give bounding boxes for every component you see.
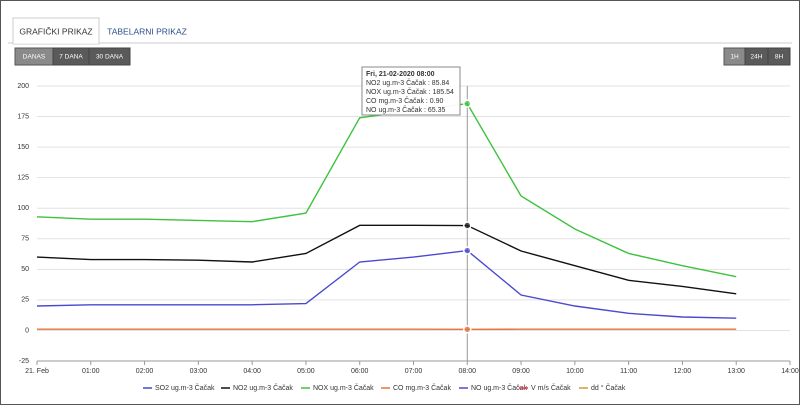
x-tick-label: 14:00	[781, 368, 799, 375]
y-tick-label: 175	[17, 113, 29, 120]
x-tick-label: 02:00	[136, 368, 154, 375]
legend-item[interactable]: dd ° Čačak	[579, 383, 626, 392]
interval-button-label[interactable]: 1H	[730, 54, 739, 61]
legend-item[interactable]: NO2 ug.m-3 Čačak	[221, 383, 293, 392]
legend-label: SO2 ug.m-3 Čačak	[155, 383, 215, 392]
tooltip-row: NO ug.m-3 Čačak : 65.35	[366, 105, 445, 114]
range-button[interactable]	[88, 47, 131, 66]
legend-label: NOX ug.m-3 Čačak	[313, 383, 374, 392]
legend-item[interactable]: CO mg.m-3 Čačak	[381, 383, 451, 392]
interval-button[interactable]	[767, 47, 791, 66]
legend-item[interactable]: SO2 ug.m-3 Čačak	[143, 383, 215, 392]
interval-button-label[interactable]: 8H	[775, 54, 784, 61]
x-tick-label: 08:00	[459, 368, 477, 375]
legend-item[interactable]: NOX ug.m-3 Čačak	[301, 383, 374, 392]
legend-label: dd ° Čačak	[591, 383, 626, 392]
tooltip-row: CO mg.m-3 Čačak : 0.90	[366, 96, 444, 105]
range-button-label[interactable]: 30 DANA	[96, 54, 124, 61]
legend-item[interactable]: V m/s Čačak	[519, 383, 571, 392]
tooltip-row: NO2 ug.m-3 Čačak : 85.84	[366, 78, 449, 87]
x-tick-label: 04:00	[243, 368, 261, 375]
plot: -25 0 25 50 75 100 125 150 175 200 21. Feb 01:00 02:…	[17, 83, 799, 375]
tab-label[interactable]: TABELARNI PRIKAZ	[107, 26, 187, 36]
x-tick-label: 01:00	[82, 368, 100, 375]
x-tick-label: 13:00	[727, 368, 745, 375]
hover-marker	[463, 325, 472, 334]
x-tick-label: 11:00	[620, 368, 637, 375]
x-tick-label: 05:00	[297, 368, 315, 375]
y-tick-label: 200	[17, 83, 29, 90]
x-tick-label: 12:00	[674, 368, 692, 375]
x-tick-label: 21. Feb	[25, 368, 49, 375]
x-tick-label: 10:00	[566, 368, 584, 375]
x-tick-label: 06:00	[351, 368, 369, 375]
hover-marker	[463, 221, 472, 230]
legend-label: NO2 ug.m-3 Čačak	[233, 383, 293, 392]
range-button-label[interactable]: 7 DANA	[59, 54, 83, 61]
hover-marker	[463, 246, 472, 255]
range-button-label[interactable]: DANAS	[23, 54, 46, 61]
tooltip-box	[361, 66, 461, 116]
legend-item[interactable]: NO ug.m-3 Čačak	[459, 383, 528, 392]
y-tick-label: 150	[17, 144, 29, 151]
x-tick-label: 09:00	[512, 368, 530, 375]
legend-label: V m/s Čačak	[531, 383, 571, 392]
y-tick-label: 50	[21, 266, 29, 273]
legend-label: CO mg.m-3 Čačak	[393, 383, 451, 392]
y-tick-label: 25	[21, 297, 29, 304]
y-tick-label: -25	[19, 358, 29, 365]
tab-label[interactable]: GRAFIČKI PRIKAZ	[19, 26, 92, 36]
series-line	[36, 249, 737, 319]
y-tick-label: 125	[17, 175, 29, 182]
tooltip-title: Fri, 21-02-2020 08:00	[366, 71, 435, 78]
interval-button-label[interactable]: 24H	[751, 54, 763, 61]
series-line	[36, 224, 737, 295]
x-tick-label: 07:00	[405, 368, 423, 375]
hover-marker	[463, 99, 472, 108]
active-tab[interactable]	[12, 17, 100, 45]
x-tick-label: 03:00	[190, 368, 208, 375]
y-tick-label: 0	[25, 327, 29, 334]
tooltip-row: NOX ug.m-3 Čačak : 185.54	[366, 87, 454, 96]
y-tick-label: 100	[17, 205, 29, 212]
legend-label: NO ug.m-3 Čačak	[471, 383, 528, 392]
y-tick-label: 75	[21, 236, 29, 243]
